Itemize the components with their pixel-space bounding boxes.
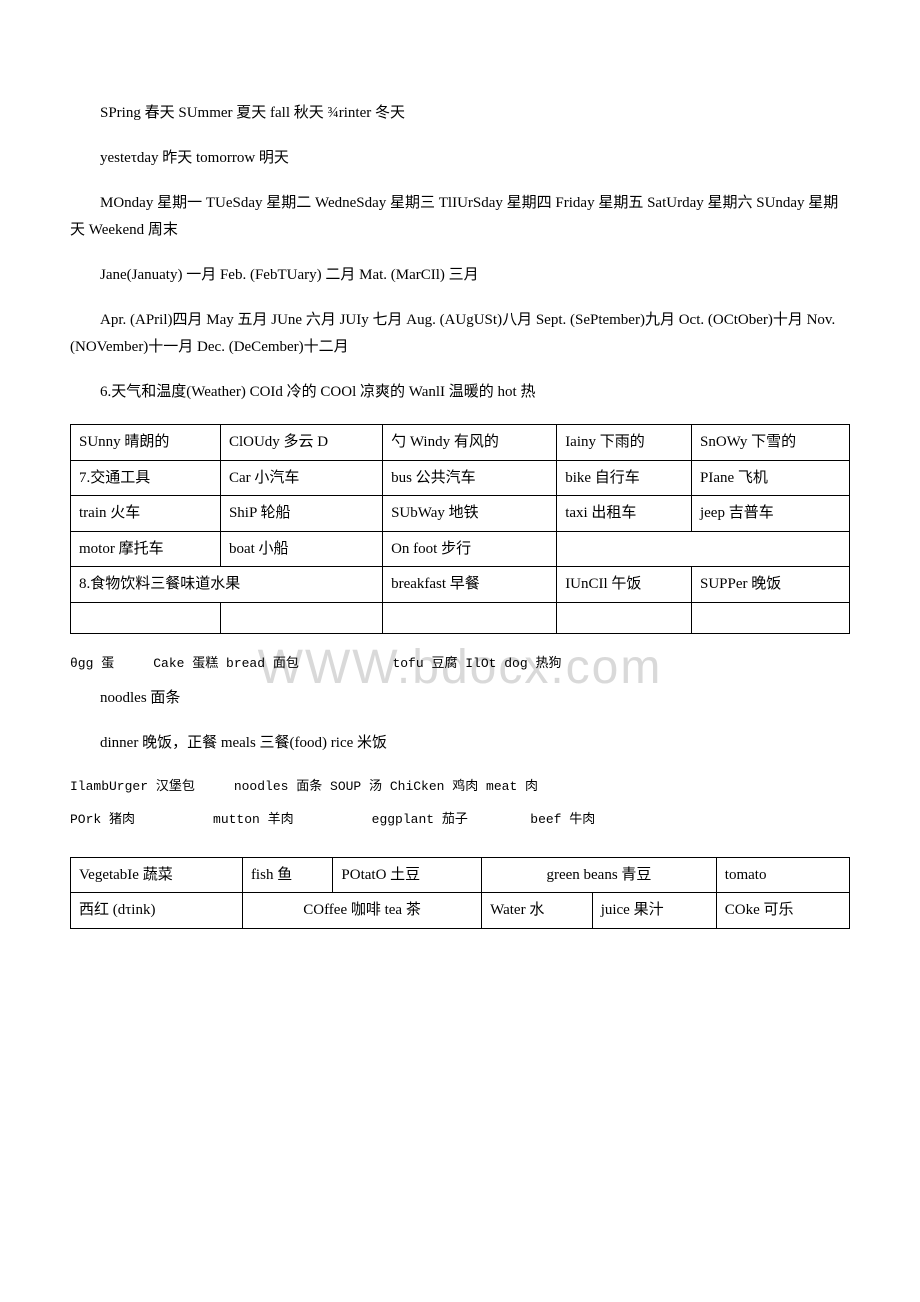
table-row: VegetabIe 蔬菜 fish 鱼 POtatO 土豆 green bean…	[71, 857, 850, 893]
cell	[220, 602, 382, 633]
table-row: motor 摩托车 boat 小船 On foot 步行	[71, 531, 850, 567]
cell: VegetabIe 蔬菜	[71, 857, 243, 893]
cell: green beans 青豆	[482, 857, 717, 893]
cell: Iainy 下雨的	[557, 425, 692, 461]
table-row: 8.食物饮料三餐味道水果 breakfast 早餐 IUnCIl 午饭 SUPP…	[71, 567, 850, 603]
cell: tomato	[716, 857, 849, 893]
cell: PIane 飞机	[691, 460, 849, 496]
cell: SnOWy 下雪的	[691, 425, 849, 461]
cell: fish 鱼	[242, 857, 332, 893]
table-row: SUnny 晴朗的 ClOUdy 多云 D 勺 Windy 有风的 Iainy …	[71, 425, 850, 461]
table-row: 西红 (dτink) COffee 咖啡 tea 茶 Water 水 juice…	[71, 893, 850, 929]
cell: IUnCIl 午饭	[557, 567, 692, 603]
cell: boat 小船	[220, 531, 382, 567]
cell: train 火车	[71, 496, 221, 532]
cell: jeep 吉普车	[691, 496, 849, 532]
mono-line-2: IlambUrger 汉堡包 noodles 面条 SOUP 汤 ChiCken…	[70, 775, 850, 794]
vocab-table-1: SUnny 晴朗的 ClOUdy 多云 D 勺 Windy 有风的 Iainy …	[70, 424, 850, 634]
cell	[383, 602, 557, 633]
table-row	[71, 602, 850, 633]
cell: SUPPer 晚饭	[691, 567, 849, 603]
cell: motor 摩托车	[71, 531, 221, 567]
cell: SUbWay 地铁	[383, 496, 557, 532]
para-seasons: SPring 春天 SUmmer 夏天 fall 秋天 ¾rinter 冬天	[70, 100, 850, 127]
cell: 7.交通工具	[71, 460, 221, 496]
para-weather-heading: 6.天气和温度(Weather) COId 冷的 COOl 凉爽的 WanlI …	[70, 379, 850, 406]
cell: juice 果汁	[592, 893, 716, 929]
cell: 勺 Windy 有风的	[383, 425, 557, 461]
para-weekdays: MOnday 星期一 TUeSday 星期二 WedneSday 星期三 TlI…	[70, 190, 850, 244]
para-dinner: dinner 晚饭，正餐 meals 三餐(food) rice 米饭	[70, 730, 850, 757]
cell: SUnny 晴朗的	[71, 425, 221, 461]
para-yesterday: yesteτday 昨天 tomorrow 明天	[70, 145, 850, 172]
cell: taxi 出租车	[557, 496, 692, 532]
cell: COke 可乐	[716, 893, 849, 929]
cell: 8.食物饮料三餐味道水果	[71, 567, 383, 603]
cell	[691, 602, 849, 633]
cell: Car 小汽车	[220, 460, 382, 496]
para-months2: Apr. (APril)四月 May 五月 JUne 六月 JUIy 七月 Au…	[70, 307, 850, 361]
table-row: train 火车 ShiP 轮船 SUbWay 地铁 taxi 出租车 jeep…	[71, 496, 850, 532]
cell: On foot 步行	[383, 531, 557, 567]
cell: bus 公共汽车	[383, 460, 557, 496]
cell: ClOUdy 多云 D	[220, 425, 382, 461]
cell: COffee 咖啡 tea 茶	[242, 893, 481, 929]
para-noodles: noodles 面条	[70, 685, 850, 712]
cell: Water 水	[482, 893, 593, 929]
cell	[557, 602, 692, 633]
document-content: SPring 春天 SUmmer 夏天 fall 秋天 ¾rinter 冬天 y…	[70, 100, 850, 929]
mono-line-3: POrk 猪肉 mutton 羊肉 eggplant 茄子 beef 牛肉	[70, 808, 850, 827]
cell	[71, 602, 221, 633]
cell: breakfast 早餐	[383, 567, 557, 603]
para-months1: Jane(Januaty) 一月 Feb. (FebTUary) 二月 Mat.…	[70, 262, 850, 289]
cell: bike 自行车	[557, 460, 692, 496]
cell: ShiP 轮船	[220, 496, 382, 532]
cell	[557, 531, 850, 567]
table-row: 7.交通工具 Car 小汽车 bus 公共汽车 bike 自行车 PIane 飞…	[71, 460, 850, 496]
cell: 西红 (dτink)	[71, 893, 243, 929]
cell: POtatO 土豆	[333, 857, 482, 893]
mono-line-1: θgg 蛋 Cake 蛋糕 bread 面包 tofu 豆腐 IlOt dog …	[70, 652, 850, 671]
vocab-table-2: VegetabIe 蔬菜 fish 鱼 POtatO 土豆 green bean…	[70, 857, 850, 929]
